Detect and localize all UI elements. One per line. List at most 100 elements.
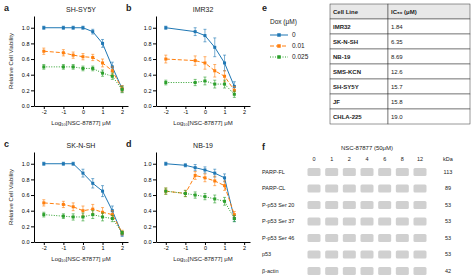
y-tick: 0.8 [144, 177, 156, 183]
x-axis: -2-1012 [35, 106, 129, 115]
x-tick: 2 [121, 106, 124, 115]
marker [42, 65, 45, 68]
figure: -2-10120.00.20.40.60.81.0SH-SY5YLog₁₀[NS… [0, 0, 474, 280]
error-bar [91, 66, 94, 71]
y-tick-label: 1.0 [22, 25, 30, 31]
series-line [166, 81, 235, 94]
x-tick-label: -2 [42, 245, 47, 251]
marker [111, 69, 114, 72]
x-axis-line [157, 106, 251, 107]
series [164, 77, 236, 97]
blot-band [343, 168, 356, 176]
marker [223, 176, 226, 179]
series-line [44, 203, 122, 233]
series [164, 55, 236, 94]
blot-band [308, 201, 321, 209]
y-axis: 0.00.20.40.60.81.0 [144, 153, 157, 246]
marker [164, 26, 167, 29]
error-bar [111, 215, 114, 221]
marker [42, 26, 45, 29]
series-line [166, 164, 235, 219]
blot-kda: 53 [445, 235, 451, 241]
series-line [166, 191, 235, 218]
y-tick-label: 0.8 [144, 41, 152, 47]
y-tick-mark [153, 226, 156, 227]
error-bar [42, 26, 45, 29]
marker [203, 176, 206, 179]
error-bar [91, 54, 94, 60]
error-bar [72, 26, 75, 29]
marker [62, 65, 65, 68]
x-tick: 0 [82, 106, 85, 115]
error-bar [101, 213, 104, 221]
marker [62, 26, 65, 29]
error-bar [184, 190, 187, 196]
table-value: 1.84 [391, 24, 403, 30]
y-tick: 0.4 [22, 72, 34, 78]
table: eCell LineIC₅₀ (μM)IMR321.84SK-N-SH6.35N… [262, 3, 470, 124]
y-tick-label: 0.2 [144, 88, 152, 94]
marker [213, 179, 216, 182]
marker [213, 197, 216, 200]
marker [42, 50, 45, 53]
marker [72, 162, 75, 165]
blot-band [378, 251, 391, 259]
error-bar [213, 195, 216, 203]
blot-band [414, 201, 427, 209]
error-bar [121, 86, 124, 92]
panel: -2-10120.00.20.40.60.81.0SK-N-SHLog₁₀[NS… [4, 139, 129, 262]
error-bar [42, 212, 45, 217]
panel-label: c [4, 139, 9, 149]
blot-band [414, 168, 427, 176]
marker [101, 215, 104, 218]
error-bar [184, 190, 187, 196]
marker [72, 205, 75, 208]
x-tick: -2 [164, 242, 169, 251]
blot-dose-label: 0 [312, 156, 315, 162]
error-bar [91, 29, 94, 34]
marker [101, 190, 104, 193]
blot-band [414, 185, 427, 193]
error-bar [42, 48, 45, 54]
y-tick-mark [31, 195, 34, 196]
y-tick-label: 0.4 [144, 72, 152, 78]
table-value: 12.6 [391, 69, 403, 75]
x-tick: -1 [61, 106, 66, 115]
series [164, 26, 236, 91]
blot-band [325, 218, 338, 226]
blot-band [343, 185, 356, 193]
series-line [44, 28, 122, 89]
legend-item: 0.01 [270, 42, 305, 49]
y-tick-label: 0.0 [144, 239, 152, 245]
marker [164, 190, 167, 193]
table-value: 15.7 [391, 84, 403, 90]
marker [164, 190, 167, 193]
y-tick-mark [153, 75, 156, 76]
y-tick-label: 1.0 [144, 25, 152, 31]
marker [72, 215, 75, 218]
marker [194, 174, 197, 177]
y-tick-label: 0.2 [22, 224, 30, 230]
error-bar [81, 169, 84, 177]
table-value-cell [388, 19, 470, 34]
blot-band [396, 251, 409, 259]
blot-band [414, 234, 427, 242]
y-axis-line [156, 17, 157, 107]
error-bar [223, 197, 226, 205]
marker [213, 83, 216, 86]
marker [91, 67, 94, 70]
blot-band [343, 234, 356, 242]
y-tick: 0.2 [144, 88, 156, 94]
y-tick-mark [31, 59, 34, 60]
blot-band [396, 218, 409, 226]
y-tick: 0.8 [22, 177, 34, 183]
blot-band-label: P-p53 Ser 20 [262, 202, 294, 208]
y-tick-mark [31, 226, 34, 227]
marker [111, 217, 114, 220]
blot-band [325, 201, 338, 209]
table-row-label: SMS-KCN [333, 69, 361, 75]
x-tick-label: 0 [82, 109, 85, 115]
error-bar [184, 164, 187, 167]
marker [111, 75, 114, 78]
error-bar [72, 162, 75, 165]
